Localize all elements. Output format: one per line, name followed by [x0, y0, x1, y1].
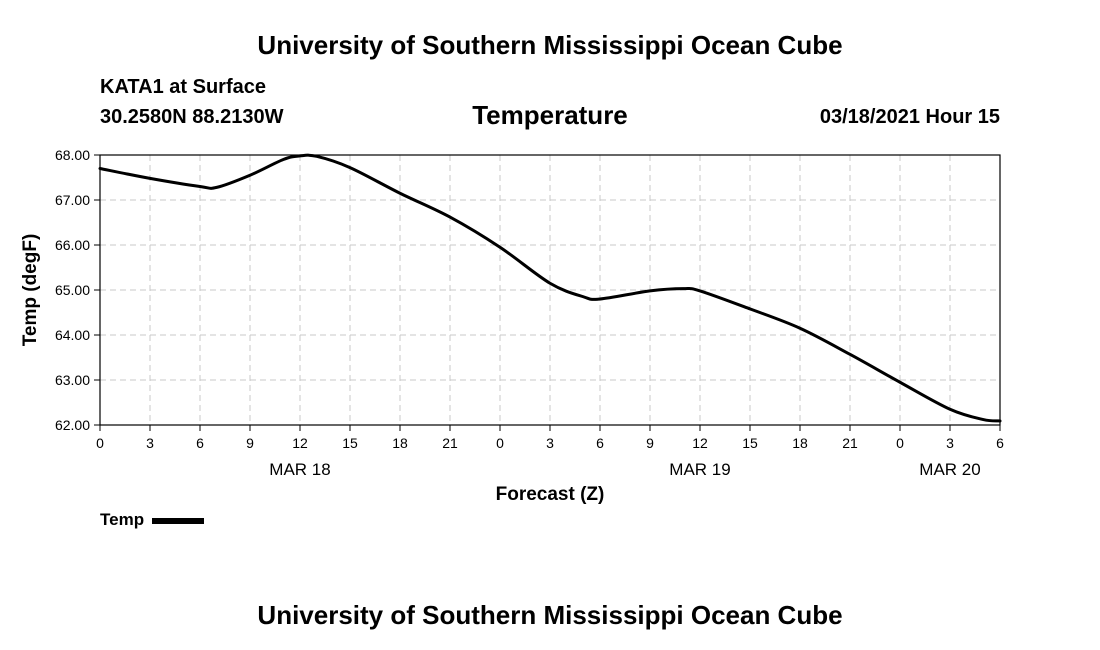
x-tick-label: 9: [246, 435, 254, 451]
y-tick-label: 67.00: [55, 192, 90, 208]
station-label: KATA1 at Surface: [100, 76, 266, 98]
y-tick-label: 68.00: [55, 147, 90, 163]
y-tick-label: 65.00: [55, 282, 90, 298]
x-tick-label: 0: [896, 435, 904, 451]
x-tick-label: 3: [546, 435, 554, 451]
x-tick-label: 21: [442, 435, 458, 451]
x-tick-label: 18: [392, 435, 408, 451]
x-tick-label: 18: [792, 435, 808, 451]
y-tick-label: 62.00: [55, 417, 90, 433]
x-axis-label: Forecast (Z): [496, 484, 605, 505]
x-tick-label: 21: [842, 435, 858, 451]
ticks: [94, 154, 1001, 431]
y-tick-label: 63.00: [55, 372, 90, 388]
x-tick-label: 12: [292, 435, 308, 451]
grid: [100, 155, 1000, 425]
date-label: MAR 20: [919, 460, 980, 479]
x-tick-label: 6: [196, 435, 204, 451]
y-tick-label: 64.00: [55, 327, 90, 343]
bottom-title: University of Southern Mississippi Ocean…: [257, 600, 843, 630]
x-tick-label: 0: [496, 435, 504, 451]
x-tick-label: 3: [146, 435, 154, 451]
forecast-datetime: 03/18/2021 Hour 15: [819, 106, 1000, 128]
tick-labels: 0 3 6 9 12 15 18 21 0 3 6 9 12 15 18 21 0 3 6 62.00 63.00 64.…: [55, 147, 1004, 479]
x-tick-label: 6: [996, 435, 1004, 451]
x-tick-label: 15: [742, 435, 758, 451]
chart-title: Temperature: [472, 100, 628, 130]
y-axis-label: Temp (degF): [20, 234, 41, 347]
date-label: MAR 18: [269, 460, 330, 479]
temp-series-line: [98, 153, 1002, 423]
y-tick-label: 66.00: [55, 237, 90, 253]
plot-frame: [99, 154, 1001, 426]
x-tick-label: 3: [946, 435, 954, 451]
x-tick-label: 15: [342, 435, 358, 451]
date-label: MAR 19: [669, 460, 730, 479]
legend: Temp: [100, 510, 205, 530]
station-coordinates: 30.2580N 88.2130W: [100, 106, 284, 128]
legend-label: Temp: [100, 510, 145, 529]
x-tick-label: 0: [96, 435, 104, 451]
x-tick-label: 12: [692, 435, 708, 451]
x-tick-label: 9: [646, 435, 654, 451]
x-tick-label: 6: [596, 435, 604, 451]
legend-line-swatch: [152, 518, 205, 524]
top-title: University of Southern Mississippi Ocean…: [257, 30, 843, 60]
series: [98, 153, 1002, 423]
